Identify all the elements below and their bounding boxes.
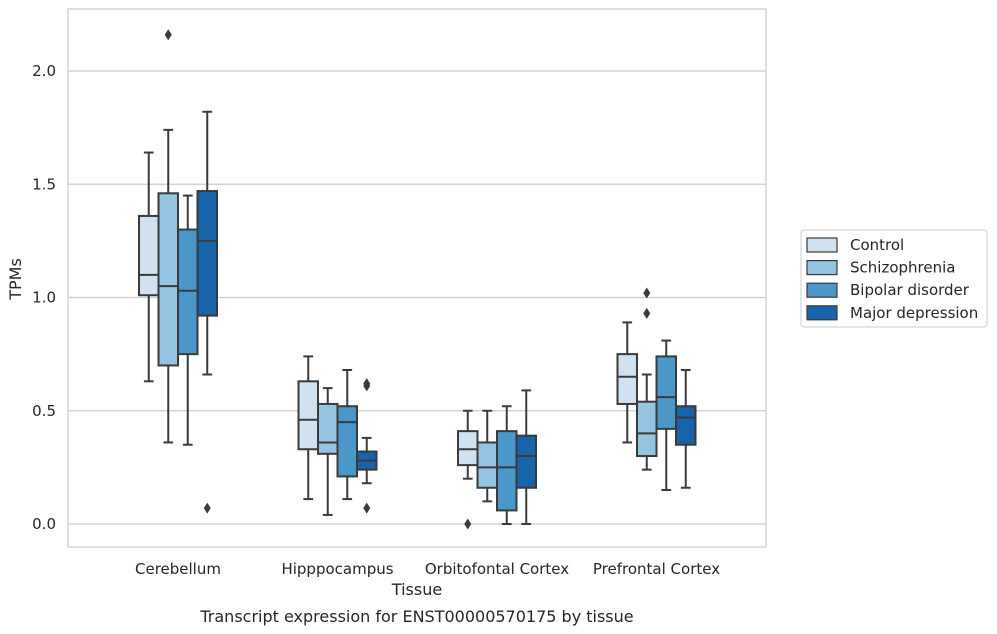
box-group <box>496 405 518 525</box>
box-group <box>336 368 358 501</box>
box-group <box>616 321 638 444</box>
box <box>297 380 319 451</box>
x-axis-title: Tissue <box>391 580 442 599</box>
x-tick-label: Prefrontal Cortex <box>593 560 720 578</box>
y-tick-labels: 0.0 0.5 1.0 1.5 2.0 <box>32 62 56 533</box>
box-group <box>655 339 677 492</box>
box-group <box>636 287 658 471</box>
outlier-point <box>363 502 371 514</box>
legend: Control Schizophrenia Bipolar disorder Majo… <box>800 229 988 328</box>
outlier-point <box>164 29 172 41</box>
legend-swatch <box>806 305 838 321</box>
outlier-point <box>363 378 371 390</box>
legend-label: Bipolar disorder <box>850 281 970 299</box>
box <box>157 192 179 367</box>
outlier-point <box>203 502 211 514</box>
box <box>138 214 160 297</box>
plot-frame <box>67 8 767 548</box>
box-group <box>476 409 498 503</box>
box <box>496 430 518 512</box>
box <box>196 190 218 317</box>
box-group <box>457 409 479 530</box>
box <box>675 405 697 446</box>
box <box>476 441 498 489</box>
y-tick-label: 0.0 <box>32 515 56 533</box>
box-group <box>356 378 378 514</box>
box-plots <box>138 29 697 530</box>
chart-caption: Transcript expression for ENST0000057017… <box>199 607 633 626</box>
box <box>336 405 358 478</box>
legend-frame <box>800 229 988 328</box>
outlier-point <box>643 307 651 319</box>
box-group <box>196 110 218 514</box>
box <box>655 355 677 430</box>
box <box>317 402 339 455</box>
box <box>515 434 537 489</box>
box-group <box>675 368 697 489</box>
legend-swatch <box>806 237 838 253</box>
legend-label: Control <box>850 236 904 254</box>
legend-swatch <box>806 260 838 276</box>
x-tick-labels: Cerebellum Hipppocampus Orbitofontal Corte… <box>135 560 720 578</box>
x-tick-label: Hipppocampus <box>281 560 393 578</box>
box-group <box>177 194 199 446</box>
outlier-point <box>464 518 472 530</box>
y-tick-label: 2.0 <box>32 62 56 80</box>
box <box>616 353 638 405</box>
box-group <box>138 151 160 383</box>
y-tick-label: 1.5 <box>32 175 56 193</box>
x-tick-label: Cerebellum <box>135 560 221 578</box>
box <box>636 400 658 458</box>
box <box>177 228 199 356</box>
box-group <box>157 29 179 444</box>
x-tick-label: Orbitofontal Cortex <box>425 560 569 578</box>
box-group <box>297 355 319 501</box>
y-tick-label: 0.5 <box>32 402 56 420</box>
y-tick-label: 1.0 <box>32 289 56 307</box>
legend-label: Schizophrenia <box>850 259 955 277</box>
box-group <box>317 387 339 516</box>
legend-swatch <box>806 282 838 298</box>
outlier-point <box>643 287 651 299</box>
legend-label: Major depression <box>850 304 978 322</box>
y-axis-title: TPMs <box>6 258 25 301</box>
box-group <box>515 389 537 525</box>
box <box>457 430 479 467</box>
